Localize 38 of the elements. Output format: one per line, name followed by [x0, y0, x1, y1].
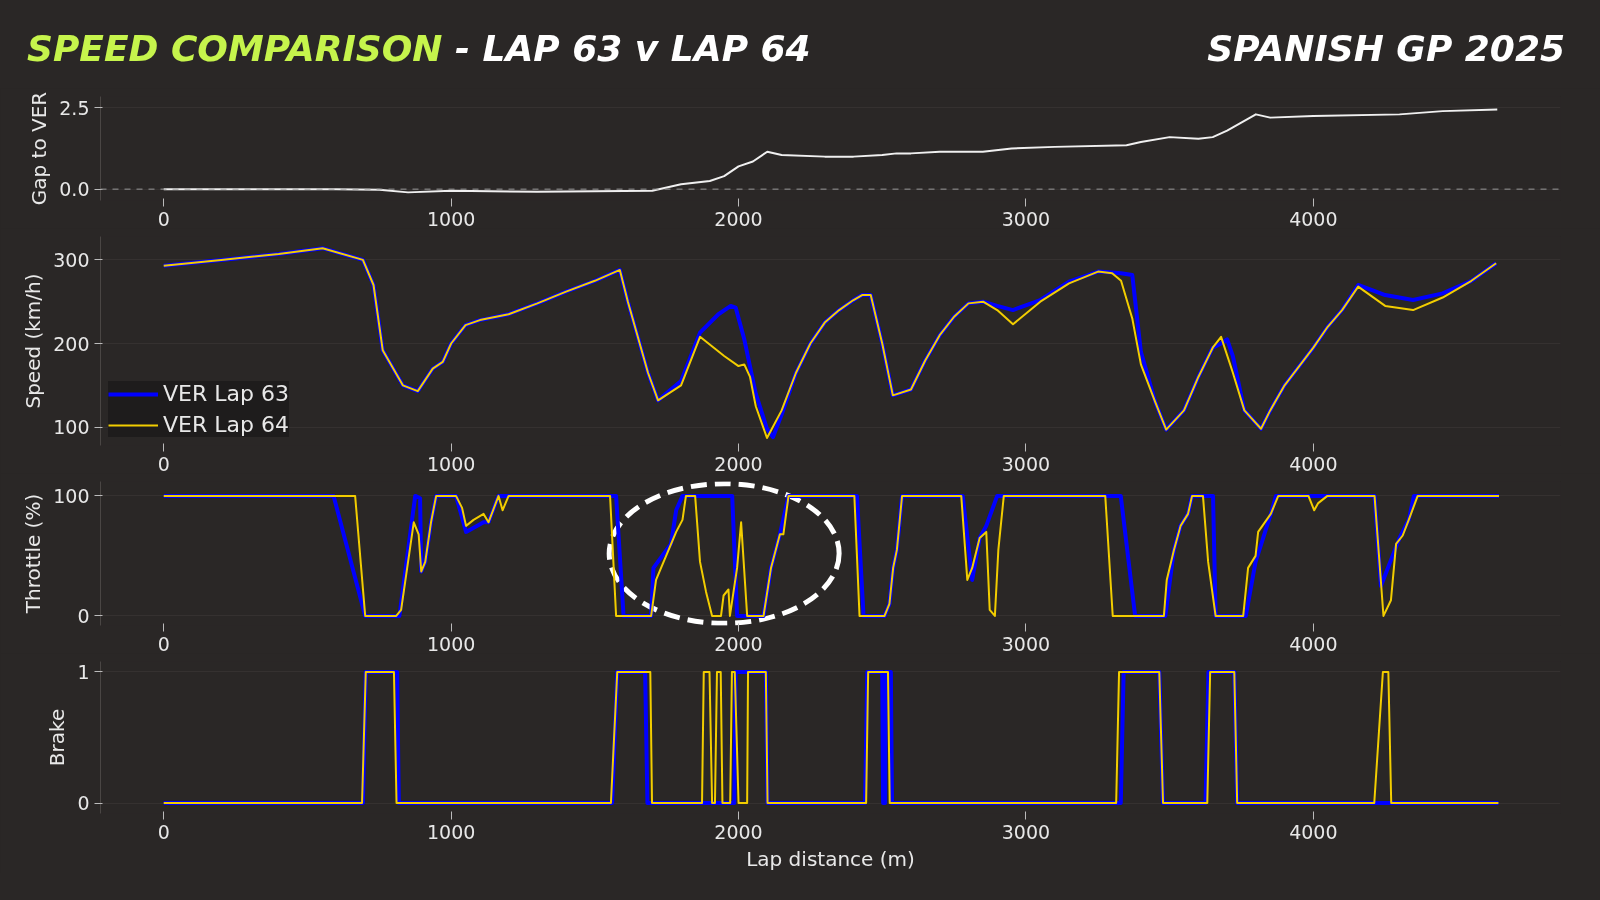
x-tick-label: 0 — [157, 632, 170, 655]
x-tick-label: 2000 — [714, 207, 763, 230]
x-tick-label: 1000 — [426, 632, 476, 655]
y-tick-label: 100 — [53, 416, 90, 439]
x-tick-label: 1000 — [426, 207, 476, 230]
x-tick-label: 4000 — [1289, 820, 1338, 843]
x-tick-label: 4000 — [1289, 452, 1338, 475]
y-tick-label: 0.0 — [59, 178, 90, 201]
x-tick-label: 3000 — [1001, 820, 1051, 843]
y-tick-label: 2.5 — [59, 96, 90, 119]
x-tick-label: 4000 — [1289, 632, 1338, 655]
x-tick-label: 1000 — [426, 452, 476, 475]
x-tick-label: 4000 — [1289, 207, 1338, 230]
y-axis-title: Gap to VER — [27, 91, 52, 206]
x-tick-label: 1000 — [426, 820, 476, 843]
x-tick-label: 2000 — [714, 820, 763, 843]
x-tick-label: 0 — [157, 207, 170, 230]
x-tick-label: 2000 — [714, 632, 763, 655]
x-tick-label: 0 — [157, 452, 170, 475]
y-tick-label: 1 — [77, 660, 90, 683]
y-axis-title: Speed (km/h) — [21, 273, 46, 409]
x-tick-label: 2000 — [714, 452, 763, 475]
x-tick-label: 3000 — [1001, 632, 1051, 655]
y-tick-label: 0 — [77, 604, 90, 627]
legend-label: VER Lap 63 — [163, 381, 289, 406]
y-tick-label: 200 — [53, 332, 90, 355]
chart-subtitle: SPANISH GP 2025 — [1207, 27, 1565, 71]
y-axis-title: Brake — [45, 708, 70, 767]
chart-title: SPEED COMPARISON - LAP 63 v LAP 64 — [27, 28, 811, 69]
y-axis-title: Throttle (%) — [21, 493, 46, 615]
y-tick-label: 0 — [77, 792, 90, 815]
x-tick-label: 0 — [157, 820, 170, 843]
x-axis-title: Lap distance (m) — [746, 846, 915, 871]
legend-label: VER Lap 64 — [163, 412, 289, 437]
y-tick-label: 100 — [53, 484, 90, 507]
x-tick-label: 3000 — [1001, 452, 1051, 475]
y-tick-label: 300 — [53, 248, 90, 271]
x-tick-label: 3000 — [1001, 207, 1051, 230]
